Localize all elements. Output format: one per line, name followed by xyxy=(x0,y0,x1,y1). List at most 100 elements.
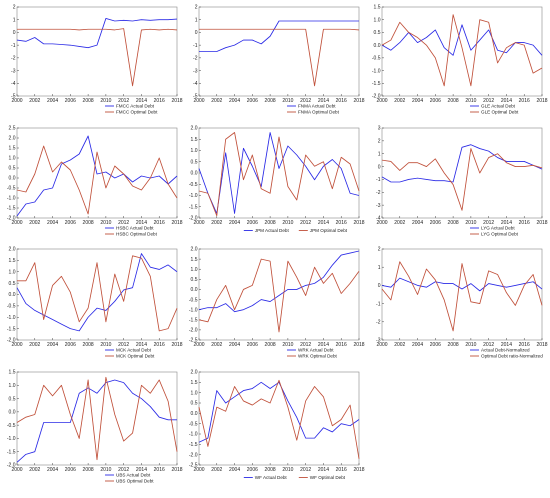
x-tick-label: 2008 xyxy=(265,342,276,348)
legend-label: UBS Optimal Debt xyxy=(116,479,154,484)
y-tick-label: -1.0 xyxy=(372,68,381,74)
x-tick-label: 2016 xyxy=(336,98,347,104)
x-tick-label: 2010 xyxy=(465,342,476,348)
chart-panel-fmcc: -5 -4 -3 -2 -1 0 1 2 2000 2002 2004 2006 2008 2010 201… xyxy=(2,3,183,123)
x-tick-label: 2018 xyxy=(171,220,182,226)
x-tick-label: 2004 xyxy=(229,98,240,104)
series-line-optimal xyxy=(17,255,178,332)
x-tick-label: 2006 xyxy=(65,220,76,226)
x-tick-label: 2006 xyxy=(430,98,441,104)
x-tick-label: 2008 xyxy=(265,467,276,473)
legend-label: JPM Actual Debt xyxy=(255,228,290,233)
series-line-actual xyxy=(198,381,360,443)
legend-label: FMCC Actual Debt xyxy=(116,104,155,109)
x-tick-label: 2006 xyxy=(247,342,258,348)
legend-label: FMCC Optimal Debt xyxy=(116,110,158,115)
x-tick-label: 2016 xyxy=(336,467,347,473)
x-tick-label: 2004 xyxy=(47,220,58,226)
y-tick-label: -2.0 xyxy=(372,94,381,100)
y-tick-label: 1 xyxy=(195,17,198,23)
chart-panel-wf: -2.5 -2.0 -1.5 -1.0 -0.5 0.0 0.5 1.0 1.5 2.0 2000 2… xyxy=(184,368,365,492)
x-tick-label: 2014 xyxy=(318,98,329,104)
y-tick-label: 1.0 xyxy=(9,269,16,275)
x-tick-label: 2000 xyxy=(11,98,22,104)
legend-label: FNMA Actual Debt xyxy=(298,104,336,109)
x-tick-label: 2018 xyxy=(353,220,364,226)
y-tick-label: -1.5 xyxy=(189,442,198,448)
x-tick-label: 2008 xyxy=(83,98,94,104)
chart-svg-wf: -2.5 -2.0 -1.5 -1.0 -0.5 0.0 0.5 1.0 1.5 2.0 2000 2… xyxy=(189,370,365,480)
x-tick-label: 2012 xyxy=(483,98,494,104)
y-tick-label: -4 xyxy=(11,81,16,87)
y-tick-label: 0.0 xyxy=(191,287,198,293)
y-tick-label: 0 xyxy=(378,164,381,170)
y-tick-label: -0.5 xyxy=(7,186,16,192)
x-tick-label: 2006 xyxy=(430,220,441,226)
y-tick-label: -1.0 xyxy=(7,196,16,202)
x-tick-label: 2008 xyxy=(448,342,459,348)
x-tick-label: 2014 xyxy=(136,98,147,104)
x-tick-label: 2000 xyxy=(193,467,204,473)
y-tick-label: -1 xyxy=(376,177,381,183)
x-tick-label: 2014 xyxy=(136,467,147,473)
legend-label: LYG Actual Debt xyxy=(481,226,515,231)
legend-label: FNMA Optimal Debt xyxy=(298,110,340,115)
series-line-actual xyxy=(16,253,178,332)
legend-label: UBS Actual Debt xyxy=(116,473,151,478)
y-tick-label: 0.5 xyxy=(374,30,381,36)
y-tick-label: -0.5 xyxy=(189,421,198,427)
series-line-optimal xyxy=(198,379,360,459)
y-tick-label: 0 xyxy=(195,30,198,36)
x-tick-label: 2016 xyxy=(519,342,530,348)
x-tick-label: 2010 xyxy=(282,467,293,473)
chart-panel-normalized: -3 -2 -1 0 1 2 2000 2002 2004 2006 2008 2010 2012 201… xyxy=(367,245,548,367)
x-tick-label: 2010 xyxy=(100,342,111,348)
x-tick-label: 2018 xyxy=(536,342,547,348)
y-tick-label: 0 xyxy=(13,30,16,36)
legend-label: GLE Optimal Debt xyxy=(481,110,519,115)
x-tick-label: 2012 xyxy=(300,467,311,473)
x-tick-label: 2000 xyxy=(193,220,204,226)
y-tick-label: 1.0 xyxy=(191,148,198,154)
y-tick-label: -1.0 xyxy=(189,193,198,199)
y-tick-label: 2.5 xyxy=(9,126,16,132)
chart-svg-gle: -2.0 -1.5 -1.0 -0.5 0.0 0.5 1.0 1.5 2000 2002 2004… xyxy=(372,5,548,115)
y-tick-label: 0.5 xyxy=(191,159,198,165)
y-tick-label: 2.0 xyxy=(191,247,198,253)
x-tick-label: 2000 xyxy=(11,467,22,473)
x-tick-label: 2006 xyxy=(65,467,76,473)
y-tick-label: -2 xyxy=(376,190,381,196)
x-tick-label: 2008 xyxy=(83,342,94,348)
legend-label: WRK Optimal Debt xyxy=(298,354,338,359)
y-tick-label: -1 xyxy=(11,43,16,49)
y-tick-label: 1.5 xyxy=(9,258,16,264)
x-tick-label: 2014 xyxy=(318,467,329,473)
chart-svg-fnma: -5 -4 -3 -2 -1 0 1 2 2000 2002 2004 2006 2008 2010 201… xyxy=(193,5,365,115)
x-tick-label: 2018 xyxy=(536,98,547,104)
x-tick-label: 2016 xyxy=(519,220,530,226)
legend-label: GLE Actual Debt xyxy=(481,104,516,109)
x-tick-label: 2004 xyxy=(47,342,58,348)
plot-frame xyxy=(198,127,360,219)
y-tick-label: 1.5 xyxy=(191,380,198,386)
y-tick-label: -2.0 xyxy=(7,463,16,469)
y-tick-label: -3 xyxy=(376,203,381,209)
x-tick-label: 2018 xyxy=(353,467,364,473)
y-tick-label: -2.0 xyxy=(189,328,198,334)
y-tick-label: 0.5 xyxy=(9,166,16,172)
y-tick-label: -1.0 xyxy=(7,315,16,321)
y-tick-label: -1.0 xyxy=(189,432,198,438)
x-tick-label: 2016 xyxy=(336,342,347,348)
x-tick-label: 2002 xyxy=(29,98,40,104)
y-tick-label: -2.0 xyxy=(7,216,16,222)
x-tick-label: 2002 xyxy=(394,98,405,104)
y-tick-label: 2 xyxy=(13,5,16,11)
x-tick-label: 2010 xyxy=(100,220,111,226)
series-line-optimal xyxy=(381,148,543,211)
y-tick-label: 1.0 xyxy=(9,383,16,389)
x-tick-label: 2012 xyxy=(300,220,311,226)
chart-panel-mck: -2.0 -1.5 -1.0 -0.5 0.0 0.5 1.0 1.5 2.0 2000 2002 2… xyxy=(2,245,183,367)
series-line-actual xyxy=(381,277,543,292)
y-tick-label: 1.0 xyxy=(9,156,16,162)
x-tick-label: 2000 xyxy=(376,98,387,104)
